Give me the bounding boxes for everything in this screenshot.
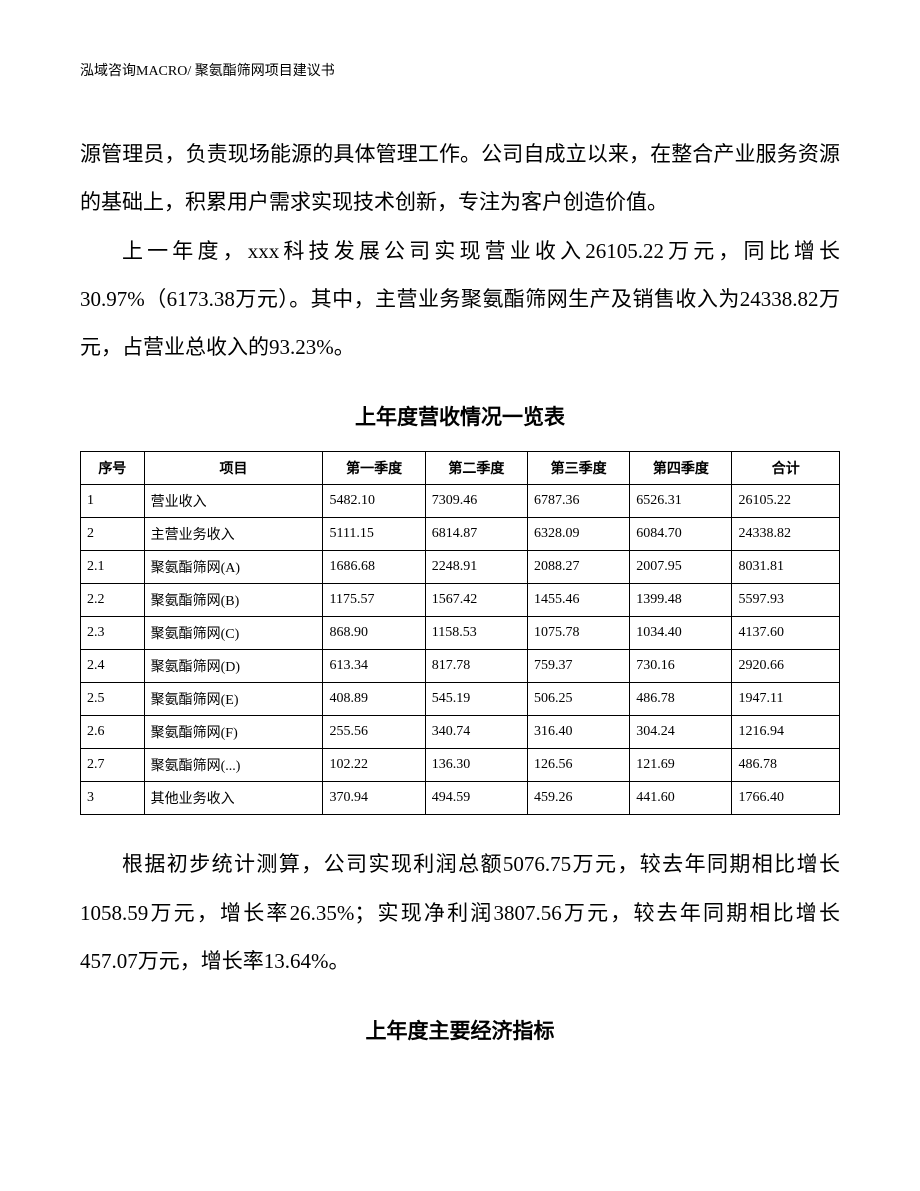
table-cell: 2088.27 [527,551,629,584]
col-header-total: 合计 [732,452,840,485]
table-row: 3其他业务收入370.94494.59459.26441.601766.40 [81,782,840,815]
table-cell: 2.3 [81,617,145,650]
page-header: 泓域咨询MACRO/ 聚氨酯筛网项目建议书 [80,60,840,80]
table-cell: 370.94 [323,782,425,815]
table-cell: 1175.57 [323,584,425,617]
col-header-q3: 第三季度 [527,452,629,485]
table1-title: 上年度营收情况一览表 [80,401,840,431]
col-header-q1: 第一季度 [323,452,425,485]
table-cell: 1399.48 [630,584,732,617]
col-header-q2: 第二季度 [425,452,527,485]
table-cell: 2.1 [81,551,145,584]
col-header-q4: 第四季度 [630,452,732,485]
table-cell: 459.26 [527,782,629,815]
table-cell: 6084.70 [630,518,732,551]
table-cell: 1947.11 [732,683,840,716]
table-cell: 6526.31 [630,485,732,518]
paragraph-3: 根据初步统计测算，公司实现利润总额5076.75万元，较去年同期相比增长1058… [80,840,840,985]
table-cell: 817.78 [425,650,527,683]
table-cell: 聚氨酯筛网(...) [144,749,323,782]
table-cell: 2.5 [81,683,145,716]
table-row: 1营业收入5482.107309.466787.366526.3126105.2… [81,485,840,518]
col-header-seq: 序号 [81,452,145,485]
table-cell: 5111.15 [323,518,425,551]
paragraph-2: 上一年度，xxx科技发展公司实现营业收入26105.22万元，同比增长30.97… [80,227,840,372]
table-row: 2.7聚氨酯筛网(...)102.22136.30126.56121.69486… [81,749,840,782]
table-cell: 102.22 [323,749,425,782]
table-cell: 1158.53 [425,617,527,650]
table-cell: 486.78 [732,749,840,782]
document-page: 泓域咨询MACRO/ 聚氨酯筛网项目建议书 源管理员，负责现场能源的具体管理工作… [0,0,920,1191]
table-cell: 1567.42 [425,584,527,617]
col-header-item: 项目 [144,452,323,485]
table-row: 2.2聚氨酯筛网(B)1175.571567.421455.461399.485… [81,584,840,617]
table-cell: 聚氨酯筛网(B) [144,584,323,617]
table-row: 2.6聚氨酯筛网(F)255.56340.74316.40304.241216.… [81,716,840,749]
table-cell: 340.74 [425,716,527,749]
table-cell: 聚氨酯筛网(A) [144,551,323,584]
table-cell: 441.60 [630,782,732,815]
table-cell: 304.24 [630,716,732,749]
table-cell: 2.7 [81,749,145,782]
table-cell: 聚氨酯筛网(E) [144,683,323,716]
table-cell: 486.78 [630,683,732,716]
table-row: 2.5聚氨酯筛网(E)408.89545.19506.25486.781947.… [81,683,840,716]
table-cell: 4137.60 [732,617,840,650]
paragraph-1: 源管理员，负责现场能源的具体管理工作。公司自成立以来，在整合产业服务资源的基础上… [80,130,840,227]
revenue-table: 序号 项目 第一季度 第二季度 第三季度 第四季度 合计 1营业收入5482.1… [80,451,840,815]
table-cell: 7309.46 [425,485,527,518]
table-cell: 5482.10 [323,485,425,518]
table-cell: 26105.22 [732,485,840,518]
table-row: 2.4聚氨酯筛网(D)613.34817.78759.37730.162920.… [81,650,840,683]
table-cell: 2.6 [81,716,145,749]
table-cell: 1686.68 [323,551,425,584]
table-cell: 1766.40 [732,782,840,815]
table-cell: 2920.66 [732,650,840,683]
table-cell: 1216.94 [732,716,840,749]
table-cell: 613.34 [323,650,425,683]
table-cell: 506.25 [527,683,629,716]
table-cell: 1034.40 [630,617,732,650]
table-cell: 6814.87 [425,518,527,551]
table-cell: 136.30 [425,749,527,782]
table-cell: 聚氨酯筛网(C) [144,617,323,650]
table-cell: 其他业务收入 [144,782,323,815]
table-cell: 6328.09 [527,518,629,551]
table-cell: 1455.46 [527,584,629,617]
table-cell: 聚氨酯筛网(D) [144,650,323,683]
table-cell: 1075.78 [527,617,629,650]
table-cell: 126.56 [527,749,629,782]
revenue-table-body: 1营业收入5482.107309.466787.366526.3126105.2… [81,485,840,815]
table-cell: 2007.95 [630,551,732,584]
table-cell: 1 [81,485,145,518]
table-cell: 545.19 [425,683,527,716]
table-cell: 868.90 [323,617,425,650]
table-cell: 730.16 [630,650,732,683]
table-row: 2主营业务收入5111.156814.876328.096084.7024338… [81,518,840,551]
table-cell: 121.69 [630,749,732,782]
table-cell: 24338.82 [732,518,840,551]
table-cell: 2 [81,518,145,551]
table-cell: 2.4 [81,650,145,683]
table-row: 2.1聚氨酯筛网(A)1686.682248.912088.272007.958… [81,551,840,584]
table-row: 2.3聚氨酯筛网(C)868.901158.531075.781034.4041… [81,617,840,650]
table-cell: 759.37 [527,650,629,683]
table2-title: 上年度主要经济指标 [80,1015,840,1045]
table-cell: 营业收入 [144,485,323,518]
table-cell: 2.2 [81,584,145,617]
table-cell: 316.40 [527,716,629,749]
table-cell: 8031.81 [732,551,840,584]
table-cell: 6787.36 [527,485,629,518]
table-cell: 聚氨酯筛网(F) [144,716,323,749]
table-cell: 3 [81,782,145,815]
table-cell: 408.89 [323,683,425,716]
table-header-row: 序号 项目 第一季度 第二季度 第三季度 第四季度 合计 [81,452,840,485]
table-cell: 主营业务收入 [144,518,323,551]
table-cell: 255.56 [323,716,425,749]
table-cell: 494.59 [425,782,527,815]
table-cell: 2248.91 [425,551,527,584]
table-cell: 5597.93 [732,584,840,617]
